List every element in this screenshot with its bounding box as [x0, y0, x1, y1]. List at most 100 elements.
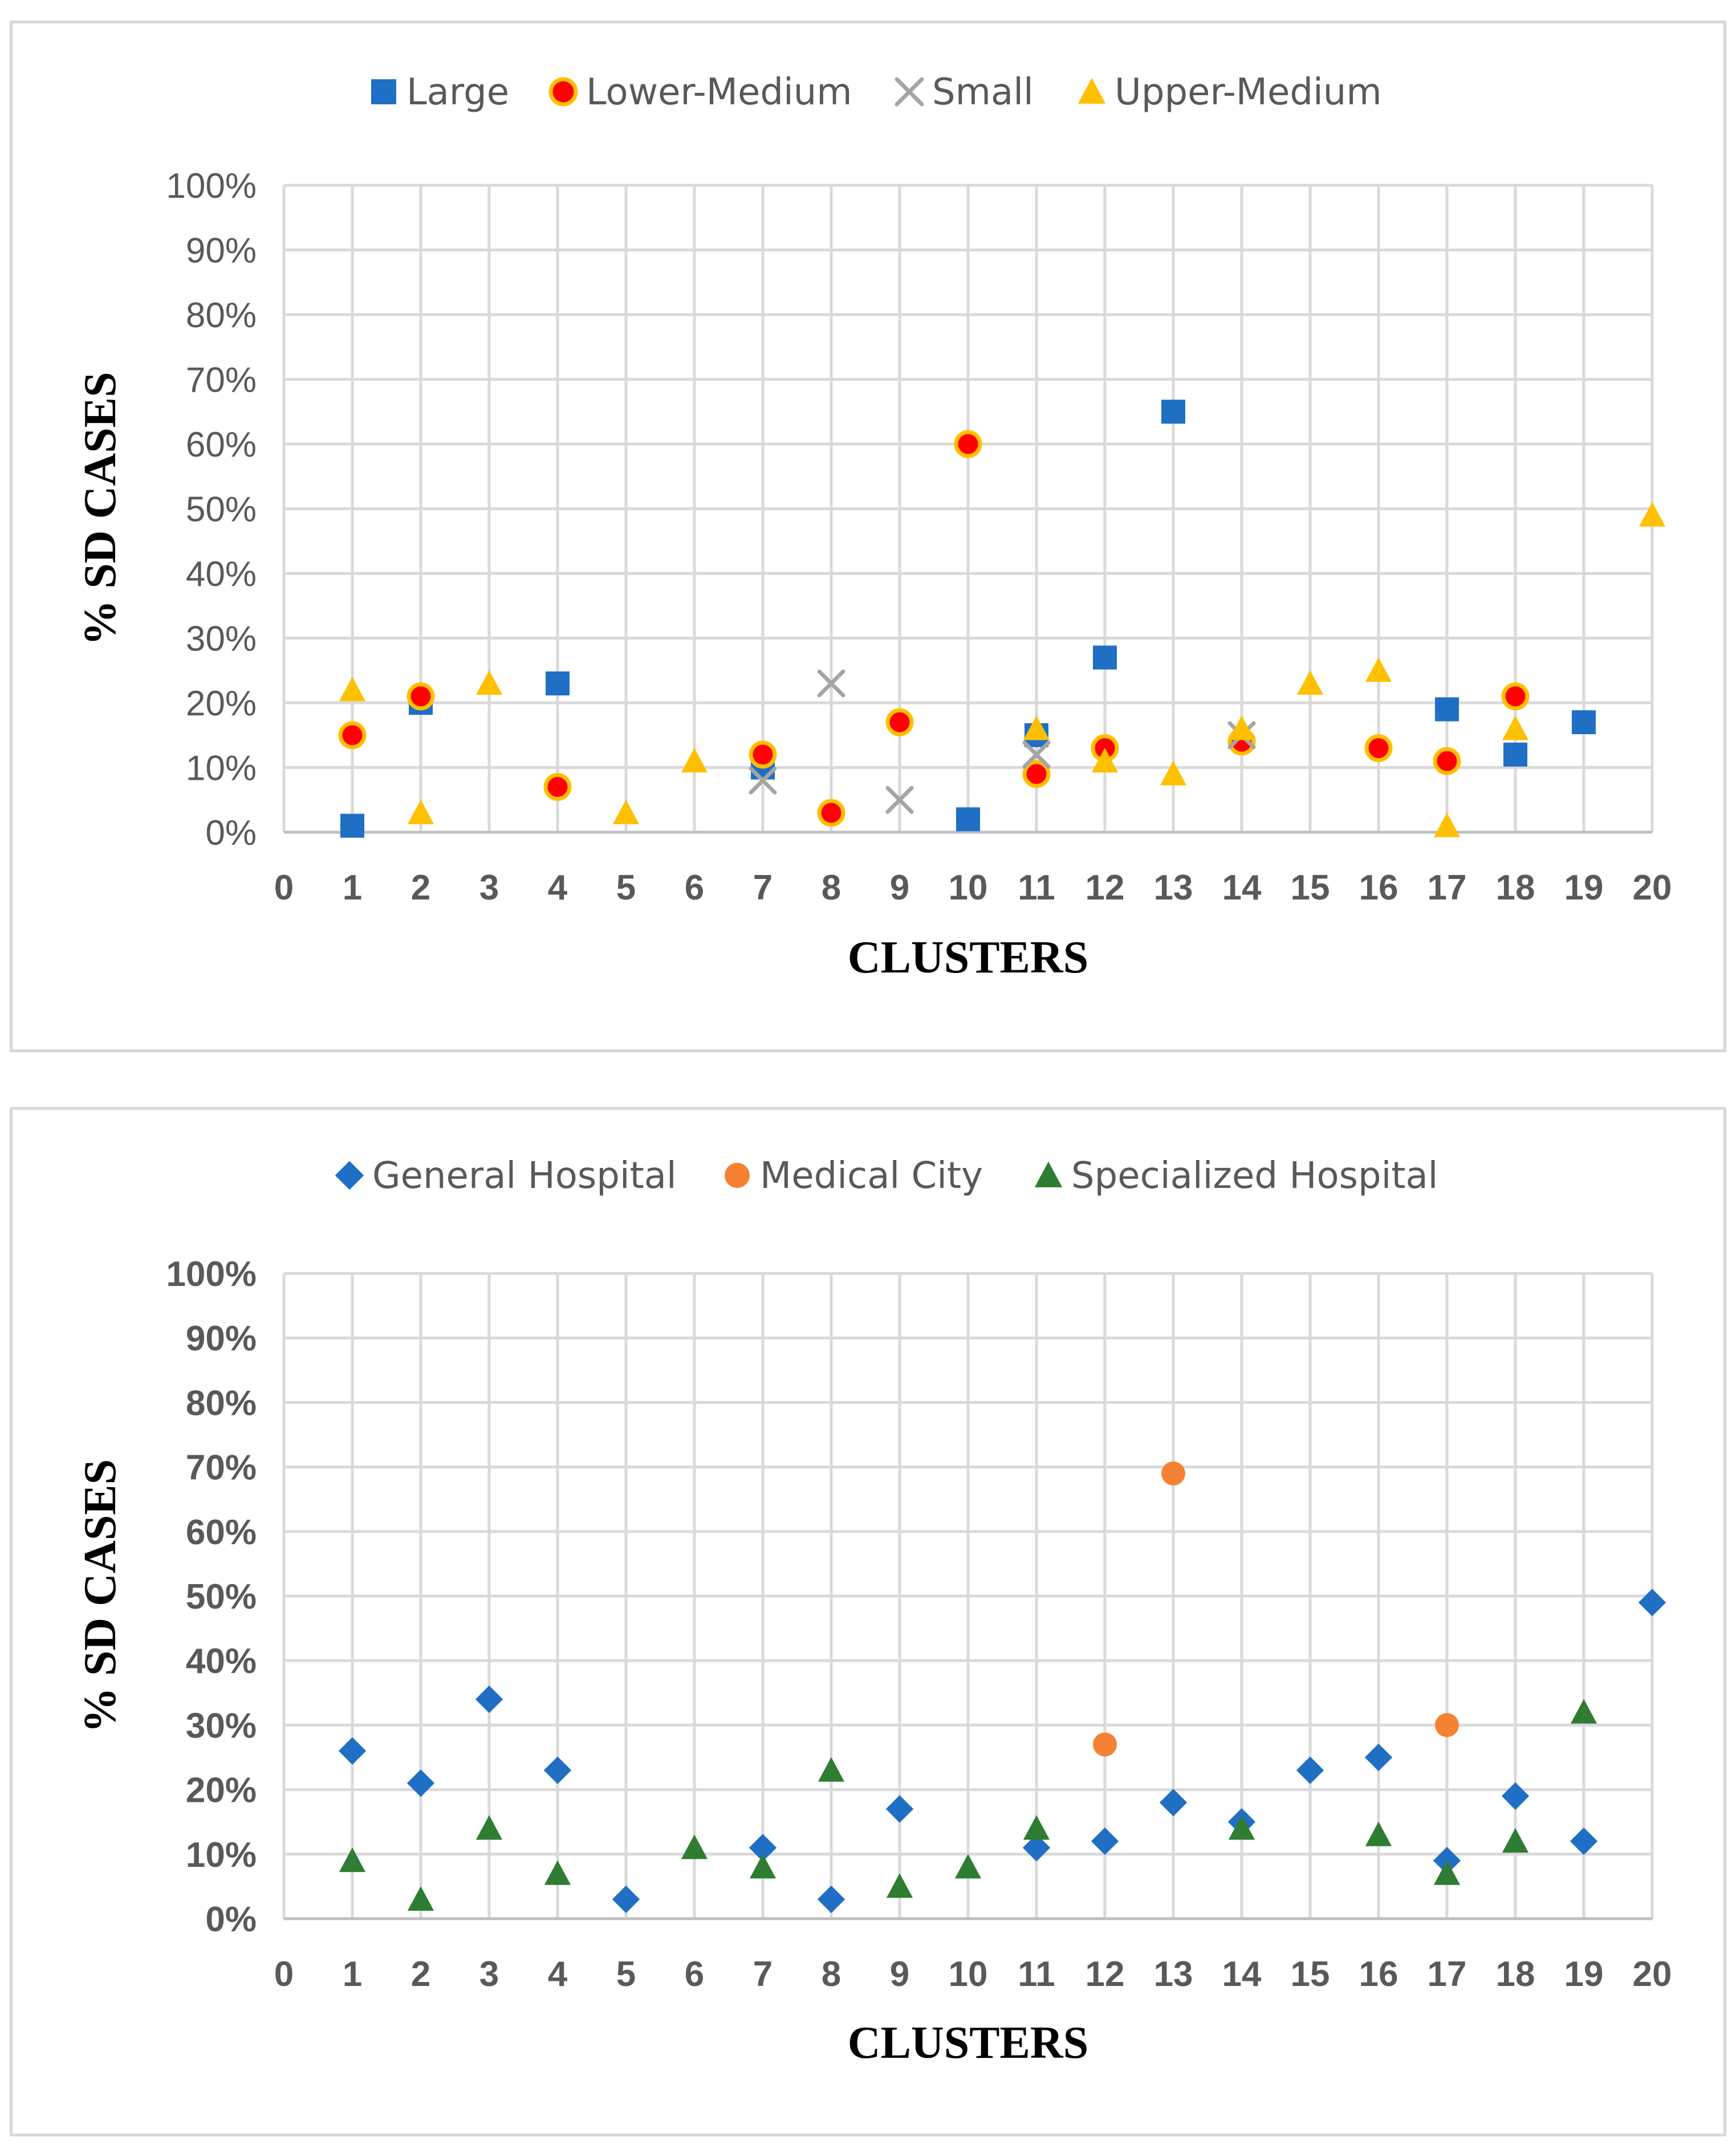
x-tick-label: 12	[1085, 1955, 1125, 1994]
data-point-specialized-hospital	[1433, 1860, 1461, 1885]
x-tick-label: 11	[1018, 1955, 1055, 1994]
y-tick-label: 40%	[186, 555, 257, 594]
data-point-specialized-hospital	[1502, 1828, 1529, 1853]
x-tick-label: 10	[949, 1955, 988, 1994]
data-point-specialized-hospital	[544, 1860, 571, 1885]
data-points	[338, 400, 1666, 838]
data-points	[338, 1461, 1666, 1914]
x-tick-label: 14	[1222, 868, 1262, 907]
x-tick-label: 0	[274, 1955, 294, 1994]
y-tick-label: 10%	[186, 1835, 257, 1875]
data-point-specialized-hospital	[475, 1815, 503, 1840]
x-tick-label: 4	[548, 1955, 568, 1994]
legend-label-small: Small	[932, 71, 1034, 113]
x-tick-label: 18	[1496, 868, 1535, 907]
x-tick-label: 6	[685, 1955, 704, 1994]
y-tick-label: 30%	[186, 1706, 257, 1745]
x-tick-label: 5	[616, 868, 636, 907]
x-tick-label: 19	[1564, 868, 1604, 907]
legend-marker-upper-medium	[1078, 78, 1106, 104]
x-tick-label: 11	[1018, 868, 1055, 907]
legend-item-upper-medium: Upper-Medium	[1078, 71, 1382, 113]
legend-item-general-hospital: General Hospital	[335, 1155, 677, 1197]
data-point-large	[1435, 697, 1459, 722]
x-tick-label: 5	[616, 1955, 636, 1994]
data-point-upper-medium	[339, 677, 366, 702]
data-point-upper-medium	[407, 799, 434, 824]
data-point-specialized-hospital	[1365, 1821, 1392, 1846]
data-point-general-hospital	[338, 1737, 367, 1765]
x-tick-label: 2	[411, 1955, 430, 1994]
data-point-upper-medium	[1433, 812, 1461, 837]
x-tick-label: 7	[753, 868, 773, 907]
y-tick-label: 100%	[166, 166, 257, 206]
data-point-general-hospital	[1501, 1782, 1530, 1810]
data-point-specialized-hospital	[818, 1757, 845, 1782]
data-point-specialized-hospital	[1023, 1815, 1050, 1840]
data-point-specialized-hospital	[886, 1873, 913, 1898]
data-point-general-hospital	[543, 1756, 572, 1784]
data-point-general-hospital	[1570, 1827, 1598, 1855]
y-axis-tick-labels: 0% 10% 20% 30% 40% 50% 60% 70% 80% 90% 100%	[166, 166, 257, 853]
series-small	[749, 669, 1256, 814]
data-point-small	[749, 766, 777, 795]
y-tick-label: 60%	[186, 425, 257, 465]
legend-marker-large	[371, 79, 396, 104]
data-point-medical-city	[1161, 1461, 1185, 1485]
x-tick-label: 8	[822, 868, 841, 907]
series-lower-medium	[338, 430, 1530, 827]
legend-label-large: Large	[406, 71, 509, 113]
y-tick-label: 90%	[186, 231, 257, 271]
x-tick-label: 2	[411, 868, 430, 907]
data-point-general-hospital	[475, 1685, 503, 1713]
legend-marker-specialized-hospital	[1034, 1161, 1063, 1187]
data-point-small	[817, 669, 845, 698]
x-tick-label: 20	[1633, 1955, 1672, 1994]
data-point-specialized-hospital	[954, 1854, 982, 1879]
data-point-general-hospital	[1022, 1834, 1051, 1862]
data-point-general-hospital	[1159, 1789, 1188, 1817]
legend-marker-lower-medium	[548, 77, 578, 107]
data-point-medical-city	[1093, 1732, 1117, 1757]
data-point-general-hospital	[885, 1795, 914, 1823]
y-tick-label: 100%	[166, 1255, 257, 1294]
x-tick-label: 3	[479, 1955, 499, 1994]
data-point-upper-medium	[1091, 748, 1119, 773]
data-point-specialized-hospital	[1570, 1699, 1597, 1724]
legend: Large Lower-Medium Small Upper-Medium	[371, 71, 1382, 113]
data-point-upper-medium	[1365, 657, 1392, 682]
data-point-upper-medium	[1023, 715, 1050, 740]
legend-marker-medical-city	[725, 1163, 750, 1188]
data-point-upper-medium	[1639, 502, 1666, 527]
data-point-specialized-hospital	[681, 1834, 708, 1859]
data-point-lower-medium	[954, 430, 982, 458]
series-general-hospital	[338, 1589, 1666, 1914]
data-point-upper-medium	[475, 670, 503, 695]
x-tick-label: 12	[1085, 868, 1125, 907]
legend-label-general-hospital: General Hospital	[372, 1155, 677, 1197]
x-tick-label: 15	[1291, 1955, 1330, 1994]
data-point-general-hospital	[817, 1885, 845, 1914]
series-specialized-hospital	[339, 1699, 1597, 1911]
data-point-specialized-hospital	[1228, 1815, 1255, 1840]
data-point-lower-medium	[1501, 682, 1530, 711]
data-point-lower-medium	[1364, 734, 1393, 762]
x-axis-title: CLUSTERS	[848, 2018, 1088, 2068]
data-point-lower-medium	[1433, 747, 1461, 775]
x-tick-label: 16	[1359, 868, 1398, 907]
x-tick-label: 0	[274, 868, 294, 907]
legend-label-lower-medium: Lower-Medium	[586, 71, 852, 113]
y-tick-label: 90%	[186, 1319, 257, 1358]
y-tick-label: 80%	[186, 1383, 257, 1423]
y-tick-label: 60%	[186, 1513, 257, 1552]
x-tick-label: 17	[1428, 1955, 1467, 1994]
series-medical-city	[1093, 1461, 1459, 1757]
series-large	[340, 400, 1596, 838]
legend: General Hospital Medical City Specialized …	[335, 1155, 1438, 1197]
legend-marker-small	[895, 77, 924, 107]
x-tick-label: 9	[890, 868, 909, 907]
y-tick-label: 20%	[186, 1771, 257, 1810]
x-tick-label: 19	[1564, 1955, 1604, 1994]
data-point-large	[956, 807, 980, 832]
x-tick-label: 13	[1154, 868, 1193, 907]
